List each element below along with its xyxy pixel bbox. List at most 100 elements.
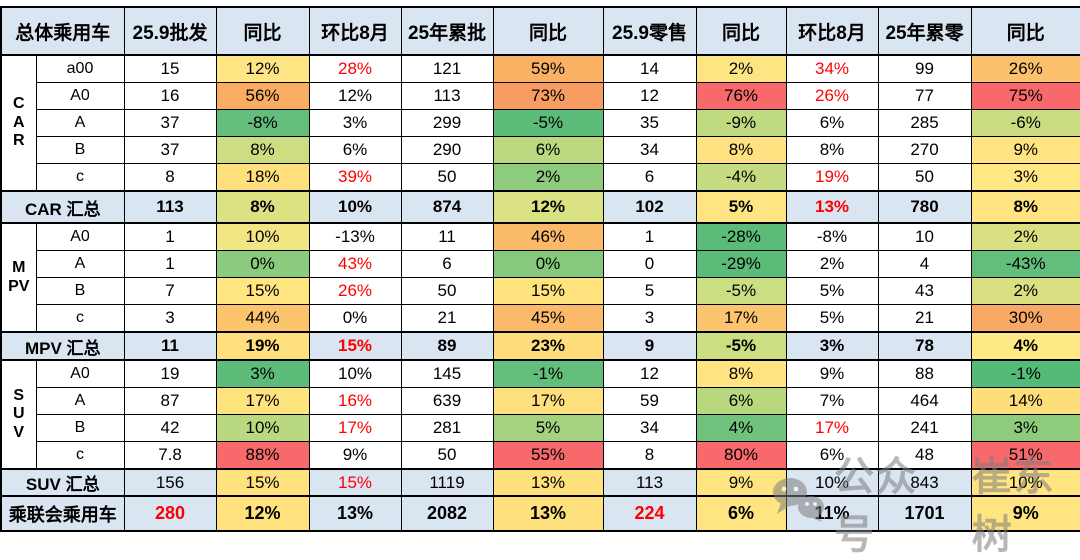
table-cell: 0% bbox=[492, 250, 604, 278]
table-cell: 8% bbox=[215, 136, 310, 164]
table-cell: -5% bbox=[695, 331, 787, 361]
table-cell: 3% bbox=[215, 359, 310, 388]
passenger-car-table: 总体乘用车 25.9批发 同比 环比8月 25年累批 同比 25.9零售 同比 环比8月 25年累… bbox=[0, 6, 1080, 532]
table-cell: 78 bbox=[877, 331, 972, 361]
group-label: SUV bbox=[0, 359, 37, 470]
table-cell: 3% bbox=[308, 109, 402, 137]
segment-label: A bbox=[35, 250, 125, 278]
table-row: A 1 0% 43% 6 0% 0 -29% 2% 4 -43% bbox=[1, 250, 1080, 278]
table-cell: 1 bbox=[602, 222, 697, 251]
table-cell: 50 bbox=[400, 441, 494, 470]
table-cell: 290 bbox=[400, 136, 494, 164]
table-cell: 639 bbox=[400, 387, 494, 415]
table-cell: 21 bbox=[400, 304, 494, 333]
table-cell: 37 bbox=[123, 136, 217, 164]
table-row: B 37 8% 6% 290 6% 34 8% 8% 270 9% bbox=[1, 136, 1080, 164]
group-label: CAR bbox=[0, 54, 37, 192]
table-cell: 0% bbox=[215, 250, 310, 278]
table-cell: 113 bbox=[602, 468, 697, 497]
table-row: SUV A0 19 3% 10% 145 -1% 12 8% 9% 88 -1% bbox=[0, 359, 1080, 470]
table-cell: -28% bbox=[695, 222, 787, 251]
table-cell: 8% bbox=[785, 136, 879, 164]
table-cell: -29% bbox=[695, 250, 787, 278]
table-header: 总体乘用车 25.9批发 同比 环比8月 25年累批 同比 25.9零售 同比 环比8月 25年累… bbox=[0, 6, 1080, 56]
column-header: 25年累批 bbox=[400, 6, 494, 56]
table-cell: -1% bbox=[492, 359, 604, 388]
table-cell: 3% bbox=[970, 414, 1080, 442]
table-cell: 6 bbox=[400, 250, 494, 278]
table-body: CAR a00 15 12% 28% 121 59% 14 2% 34% 99 26% A0 16 56% 1… bbox=[0, 54, 1080, 532]
table-cell: 4% bbox=[970, 331, 1080, 361]
table-cell: 1 bbox=[123, 250, 217, 278]
table-cell: 14 bbox=[602, 54, 697, 83]
table-cell: 145 bbox=[400, 359, 494, 388]
table-cell: 281 bbox=[400, 414, 494, 442]
table-cell: 2% bbox=[970, 277, 1080, 305]
table-cell: 17% bbox=[785, 414, 879, 442]
table-cell: 89 bbox=[400, 331, 494, 361]
table-cell: 5% bbox=[492, 414, 604, 442]
table-cell: 87 bbox=[123, 387, 217, 415]
table-cell: 5% bbox=[785, 277, 879, 305]
table-cell: 15 bbox=[123, 54, 217, 83]
table-cell: 43 bbox=[877, 277, 972, 305]
table-cell: 11 bbox=[123, 331, 217, 361]
table-cell: 14% bbox=[970, 387, 1080, 415]
table-cell: 30% bbox=[970, 304, 1080, 333]
table-cell: 15% bbox=[215, 468, 310, 497]
table-cell: -4% bbox=[695, 163, 787, 192]
table-cell: 4 bbox=[877, 250, 972, 278]
table-cell: 5% bbox=[785, 304, 879, 333]
table-cell: 19 bbox=[123, 359, 217, 388]
table-cell: 3% bbox=[785, 331, 879, 361]
segment-label: B bbox=[35, 414, 125, 442]
table-cell: 34 bbox=[602, 414, 697, 442]
column-header: 同比 bbox=[215, 6, 310, 56]
table-row: MPV A0 1 10% -13% 11 46% 1 -28% -8% 10 2% bbox=[0, 222, 1080, 333]
table-cell: 10% bbox=[215, 414, 310, 442]
segment-label: A0 bbox=[35, 222, 125, 251]
table-cell: 28% bbox=[308, 54, 402, 83]
table-cell: 59% bbox=[492, 54, 604, 83]
table-cell: 10 bbox=[877, 222, 972, 251]
table-cell: 7.8 bbox=[123, 441, 217, 470]
table-row: A 37 -8% 3% 299 -5% 35 -9% 6% 285 -6% bbox=[1, 109, 1080, 137]
table-cell: 8% bbox=[695, 359, 787, 388]
report-table-container: 总体乘用车 25.9批发 同比 环比8月 25年累批 同比 25.9零售 同比 环比8月 25年累… bbox=[0, 6, 1080, 532]
table-cell: 13% bbox=[308, 495, 402, 532]
column-header: 环比8月 bbox=[308, 6, 402, 56]
table-cell: 8% bbox=[695, 136, 787, 164]
table-cell: -8% bbox=[215, 109, 310, 137]
segment-label: c bbox=[35, 441, 125, 470]
column-header: 25.9零售 bbox=[602, 6, 697, 56]
table-cell: 113 bbox=[400, 82, 494, 110]
table-cell: 9% bbox=[785, 359, 879, 388]
table-cell: 50 bbox=[400, 277, 494, 305]
table-cell: 285 bbox=[877, 109, 972, 137]
table-cell: 843 bbox=[877, 468, 972, 497]
table-cell: 9% bbox=[970, 495, 1080, 532]
table-cell: 8% bbox=[215, 190, 310, 224]
total-label: 乘联会乘用车 bbox=[0, 495, 125, 532]
table-cell: 88% bbox=[215, 441, 310, 470]
table-cell: 6% bbox=[785, 441, 879, 470]
table-cell: 34% bbox=[785, 54, 879, 83]
table-cell: 464 bbox=[877, 387, 972, 415]
table-cell: 88 bbox=[877, 359, 972, 388]
table-cell: -6% bbox=[970, 109, 1080, 137]
segment-label: A0 bbox=[35, 82, 125, 110]
summary-row: SUV 汇总 156 15% 15% 1119 13% 113 9% 10% 843 10% bbox=[0, 468, 1080, 497]
table-cell: 17% bbox=[308, 414, 402, 442]
table-cell: 45% bbox=[492, 304, 604, 333]
table-cell: 7% bbox=[785, 387, 879, 415]
total-row: 乘联会乘用车 280 12% 13% 2082 13% 224 6% 11% 1701 9% bbox=[0, 495, 1080, 532]
table-cell: 2% bbox=[785, 250, 879, 278]
summary-label: MPV 汇总 bbox=[0, 331, 125, 361]
table-cell: 5% bbox=[695, 190, 787, 224]
table-cell: 10% bbox=[785, 468, 879, 497]
table-cell: 280 bbox=[123, 495, 217, 532]
column-header: 总体乘用车 bbox=[0, 6, 125, 56]
table-cell: 50 bbox=[877, 163, 972, 192]
segment-label: B bbox=[35, 277, 125, 305]
table-cell: 55% bbox=[492, 441, 604, 470]
